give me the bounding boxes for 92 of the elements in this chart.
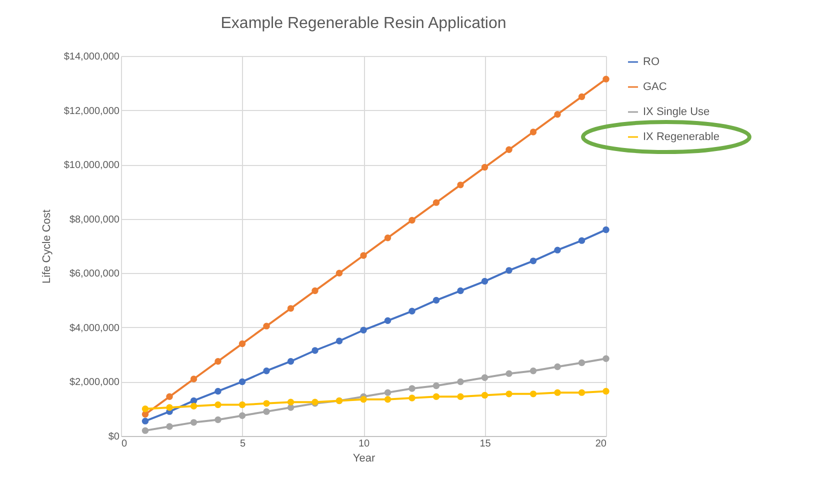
point	[481, 392, 488, 399]
point	[481, 164, 488, 171]
point	[263, 368, 270, 374]
point	[408, 394, 416, 402]
point	[432, 393, 440, 400]
point	[336, 270, 343, 276]
legend-label: IX Single Use	[643, 106, 710, 118]
point	[530, 258, 537, 264]
point	[506, 267, 512, 274]
point	[578, 389, 586, 396]
y-axis-title: Life Cycle Cost	[40, 210, 53, 284]
point	[214, 388, 222, 395]
point	[554, 389, 561, 396]
point	[263, 400, 270, 407]
y-tick-label: $4,000,000	[69, 322, 120, 334]
point	[287, 305, 294, 312]
point	[506, 370, 512, 377]
legend-label: IX Regenerable	[643, 131, 720, 143]
point	[238, 412, 246, 419]
point	[142, 427, 149, 434]
point	[481, 278, 488, 285]
point	[530, 128, 537, 136]
point	[190, 402, 198, 410]
y-tick-label: $8,000,000	[69, 214, 120, 226]
point	[578, 359, 586, 366]
point	[457, 287, 464, 294]
x-tick-label: 5	[240, 438, 246, 450]
point	[360, 252, 367, 259]
x-axis-title: Year	[352, 452, 376, 464]
point	[384, 234, 392, 242]
x-tick-label: 10	[358, 438, 370, 450]
point	[336, 338, 343, 344]
point	[457, 393, 464, 400]
point	[384, 396, 392, 403]
point	[360, 326, 367, 334]
point	[578, 93, 586, 100]
point	[384, 389, 392, 396]
chart-title: Example Regenerable Resin Application	[220, 15, 506, 32]
x-tick-label: 15	[480, 438, 492, 450]
point	[287, 358, 294, 365]
point	[166, 404, 173, 411]
point	[554, 111, 561, 118]
legend-label: RO	[643, 56, 660, 68]
point	[554, 363, 561, 370]
point	[481, 374, 488, 381]
point	[506, 390, 512, 398]
point	[578, 237, 586, 244]
point	[214, 401, 222, 408]
point	[506, 146, 512, 153]
point	[238, 378, 246, 386]
point	[263, 322, 270, 330]
point	[142, 406, 149, 412]
point	[190, 419, 198, 426]
point	[602, 355, 610, 362]
point	[432, 296, 440, 304]
point	[238, 401, 246, 408]
point	[408, 216, 416, 224]
point	[602, 388, 610, 395]
point	[530, 390, 537, 398]
point	[263, 408, 270, 415]
y-tick-label: $0	[108, 432, 120, 442]
y-tick-label: $10,000,000	[64, 160, 120, 172]
point	[214, 416, 222, 424]
point	[238, 340, 246, 348]
point	[602, 226, 610, 234]
point	[384, 317, 392, 324]
y-tick-label: $14,000,000	[64, 52, 120, 62]
point	[214, 358, 222, 365]
point	[554, 246, 561, 254]
point	[457, 378, 464, 386]
point	[312, 287, 318, 294]
y-tick-label: $2,000,000	[69, 377, 120, 388]
point	[142, 418, 149, 424]
point	[432, 382, 440, 390]
point	[360, 396, 367, 403]
point	[432, 199, 440, 206]
x-tick-label: 0	[122, 438, 128, 450]
y-tick-label: $12,000,000	[64, 106, 120, 117]
point	[408, 385, 416, 392]
point	[190, 376, 198, 382]
point	[530, 368, 537, 374]
point	[166, 393, 173, 400]
point	[190, 397, 198, 404]
point	[457, 182, 464, 188]
point	[166, 423, 173, 430]
legend-label: GAC	[643, 81, 667, 93]
y-tick-label: $6,000,000	[69, 268, 120, 280]
point	[602, 76, 610, 82]
x-tick-label: 20	[595, 438, 607, 450]
point	[408, 308, 416, 314]
point	[312, 347, 318, 354]
point	[287, 398, 294, 406]
